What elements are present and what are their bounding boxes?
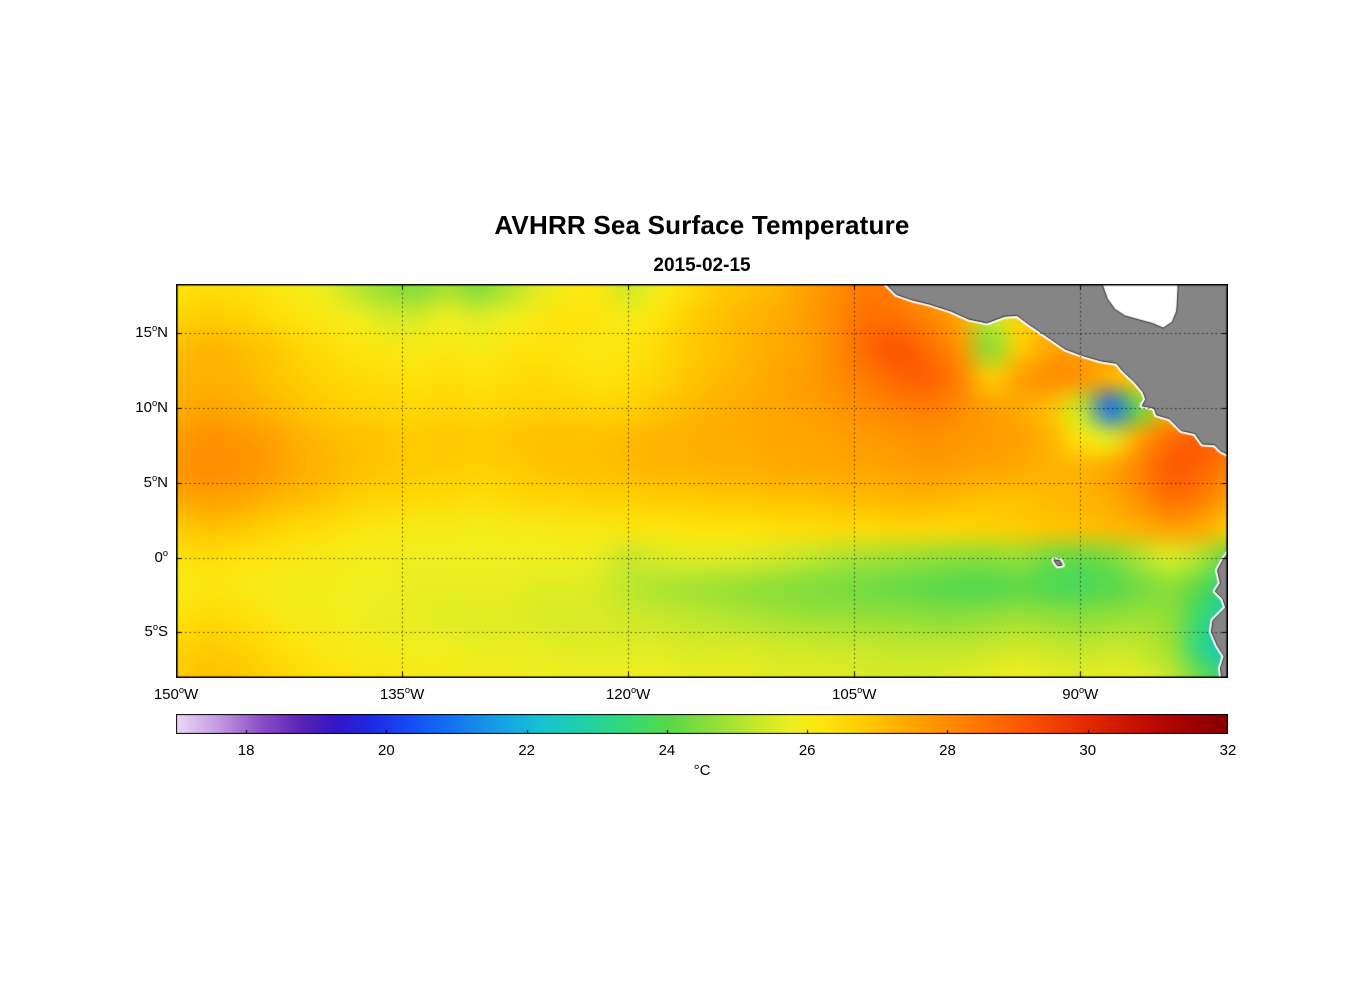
chart-title: AVHRR Sea Surface Temperature (494, 210, 910, 240)
y-tick-label: 5oN (143, 472, 168, 491)
colorbar-tick-label: 28 (939, 742, 956, 759)
y-tick-label: 0o (154, 547, 168, 566)
x-tick-label: 135oW (379, 685, 425, 703)
chart-date-subtitle: 2015-02-15 (653, 255, 751, 276)
map-plot-area (176, 284, 1228, 678)
colorbar-tick-label: 26 (798, 742, 816, 759)
colorbar-tick-label: 32 (1219, 742, 1237, 759)
colorbar-tick-label: 24 (658, 742, 676, 759)
x-tick-label: 150oW (153, 685, 199, 703)
x-tick-label: 105oW (832, 685, 877, 703)
sst-heatmap-canvas (176, 284, 1228, 678)
x-tick-label: 90oW (1062, 685, 1099, 703)
colorbar-tick-label: 18 (237, 742, 255, 759)
colorbar-unit-label: °C (693, 762, 711, 779)
y-tick-label: 15oN (135, 323, 168, 342)
colorbar-tick-label: 20 (378, 742, 395, 759)
colorbar-canvas (176, 714, 1228, 734)
x-tick-label: 120oW (605, 685, 651, 703)
y-tick-label: 5oS (144, 622, 168, 641)
colorbar-tick-label: 30 (1079, 742, 1097, 759)
y-tick-label: 10oN (135, 398, 168, 417)
colorbar-tick-label: 22 (518, 742, 535, 759)
